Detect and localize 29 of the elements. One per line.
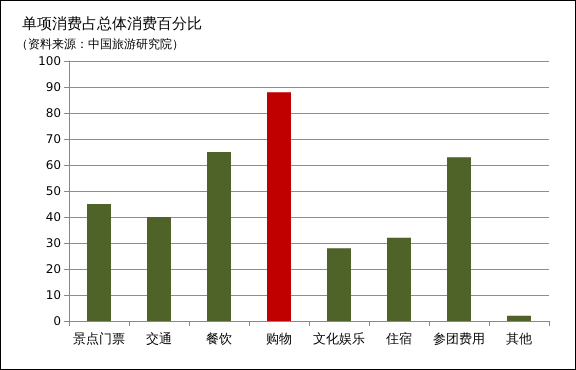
bar bbox=[147, 217, 171, 321]
bar bbox=[507, 316, 531, 321]
bar bbox=[267, 92, 291, 321]
x-tick-label: 交通 bbox=[146, 331, 172, 347]
x-tick-label: 参团费用 bbox=[433, 332, 485, 347]
y-tick-label: 0 bbox=[53, 314, 61, 328]
y-tick-label: 90 bbox=[46, 80, 61, 94]
y-tick-label: 20 bbox=[46, 262, 61, 276]
x-tick-label: 住宿 bbox=[385, 331, 412, 347]
y-tick-label: 100 bbox=[38, 54, 61, 68]
x-tick-label: 文化娱乐 bbox=[313, 332, 365, 347]
y-tick-label: 40 bbox=[46, 210, 61, 224]
y-tick-label: 80 bbox=[46, 106, 61, 120]
y-tick-label: 50 bbox=[46, 184, 61, 198]
chart-title: 单项消费占总体消费百分比 bbox=[22, 14, 202, 32]
y-tick-label: 10 bbox=[46, 288, 61, 302]
bar bbox=[447, 157, 471, 321]
chart-subtitle: （资料来源：中国旅游研究院） bbox=[16, 37, 184, 51]
x-tick-label: 景点门票 bbox=[73, 331, 125, 347]
x-tick-label: 购物 bbox=[266, 332, 292, 347]
bar bbox=[387, 238, 411, 321]
bar bbox=[87, 204, 111, 321]
y-tick-label: 60 bbox=[46, 158, 61, 172]
y-tick-label: 30 bbox=[46, 236, 61, 250]
x-tick-label: 其他 bbox=[506, 332, 532, 347]
x-tick-label: 餐饮 bbox=[206, 332, 232, 347]
bar bbox=[327, 248, 351, 321]
bar bbox=[207, 152, 231, 321]
y-tick-label: 70 bbox=[46, 132, 61, 146]
